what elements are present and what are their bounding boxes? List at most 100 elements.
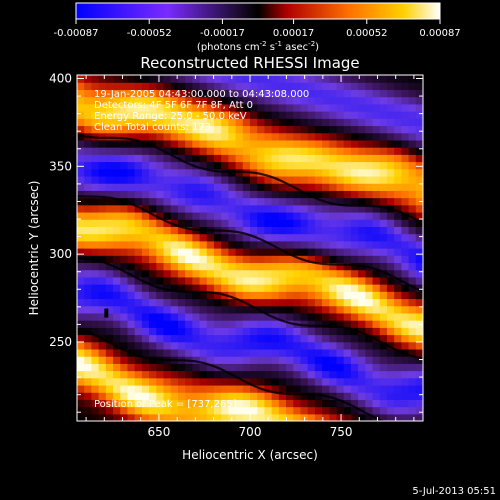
heatmap-cell: [271, 226, 280, 235]
heatmap-cell: [185, 298, 193, 307]
heatmap-cell: [300, 96, 309, 105]
heatmap-cell: [84, 269, 93, 278]
heatmap-cell: [379, 269, 388, 278]
heatmap-cell: [386, 348, 395, 357]
heatmap-cell: [163, 305, 172, 314]
heatmap-cell: [415, 370, 423, 379]
heatmap-cell: [350, 356, 359, 364]
heatmap-cell: [286, 399, 294, 408]
heatmap-cell: [329, 147, 338, 155]
heatmap-cell: [177, 377, 186, 386]
heatmap-cell: [365, 226, 374, 235]
heatmap-cell: [401, 111, 410, 119]
heatmap-cell: [286, 204, 294, 213]
heatmap-cell: [163, 399, 172, 408]
heatmap-cell: [163, 276, 172, 285]
heatmap-cell: [199, 334, 208, 343]
heatmap-cell: [105, 312, 114, 321]
heatmap-cell: [141, 118, 150, 127]
heatmap-cell: [134, 161, 143, 170]
heatmap-cell: [105, 111, 114, 119]
heatmap-cell: [242, 75, 251, 83]
heatmap-cell: [242, 226, 251, 235]
heatmap-cell: [358, 103, 366, 112]
heatmap-cell: [343, 111, 352, 119]
heatmap-cell: [228, 139, 237, 148]
heatmap-cell: [358, 132, 366, 141]
heatmap-cell: [134, 125, 143, 134]
heatmap-cell: [199, 276, 208, 285]
heatmap-cell: [293, 348, 302, 357]
heatmap-cell: [185, 384, 193, 393]
heatmap-cell: [185, 399, 193, 408]
heatmap-cell: [365, 291, 374, 300]
heatmap-cell: [358, 298, 366, 307]
heatmap-cell: [199, 175, 208, 184]
heatmap-cell: [257, 413, 266, 421]
heatmap-cell: [192, 183, 201, 191]
heatmap-cell: [271, 96, 280, 105]
heatmap-cell: [401, 312, 410, 321]
heatmap-cell: [120, 334, 129, 343]
heatmap-cell: [113, 103, 121, 112]
heatmap-cell: [271, 89, 280, 98]
heatmap-cell: [408, 75, 417, 83]
heatmap-cell: [156, 211, 165, 220]
heatmap-cell: [343, 175, 352, 184]
heatmap-cell: [408, 384, 417, 393]
heatmap-cell: [199, 312, 208, 321]
heatmap-cell: [293, 190, 302, 199]
heatmap-cell: [206, 103, 215, 112]
heatmap-cell: [293, 384, 302, 393]
heatmap-cell: [149, 219, 157, 227]
heatmap-cell: [322, 96, 330, 105]
heatmap-cell: [156, 320, 165, 328]
heatmap-cell: [113, 392, 121, 400]
heatmap-cell: [98, 154, 107, 163]
heatmap-cell: [228, 327, 237, 336]
heatmap-cell: [192, 255, 201, 264]
heatmap-cell: [358, 183, 366, 191]
heatmap-cell: [156, 269, 165, 278]
heatmap-cell: [141, 363, 150, 372]
heatmap-cell: [336, 89, 345, 98]
heatmap-cell: [127, 183, 136, 191]
heatmap-cell: [329, 233, 338, 242]
heatmap-cell: [307, 190, 316, 199]
heatmap-cell: [192, 197, 201, 206]
heatmap-cell: [386, 291, 395, 300]
heatmap-cell: [250, 75, 258, 83]
heatmap-cell: [113, 255, 121, 264]
heatmap-cell: [386, 233, 395, 242]
heatmap-cell: [235, 233, 244, 242]
heatmap-cell: [350, 341, 359, 350]
heatmap-cell: [314, 168, 323, 177]
heatmap-cell: [141, 161, 150, 170]
heatmap-cell: [286, 305, 294, 314]
heatmap-cell: [358, 291, 366, 300]
heatmap-cell: [105, 262, 114, 271]
heatmap-cell: [307, 219, 316, 227]
heatmap-cell: [156, 111, 165, 119]
heatmap-cell: [257, 111, 266, 119]
heatmap-cell: [307, 103, 316, 112]
heatmap-cell: [386, 190, 395, 199]
heatmap-cell: [77, 269, 85, 278]
heatmap-cell: [221, 248, 229, 256]
heatmap-cell: [221, 370, 229, 379]
heatmap-cell: [163, 183, 172, 191]
heatmap-cell: [415, 341, 423, 350]
heatmap-cell: [293, 392, 302, 400]
heatmap-cell: [242, 413, 251, 421]
heatmap-cell: [156, 197, 165, 206]
heatmap-cell: [257, 154, 266, 163]
heatmap-cell: [91, 183, 100, 191]
heatmap-cell: [113, 269, 121, 278]
heatmap-cell: [163, 168, 172, 177]
heatmap-cell: [293, 147, 302, 155]
heatmap-cell: [127, 154, 136, 163]
heatmap-cell: [278, 399, 287, 408]
heatmap-cell: [386, 147, 395, 155]
heatmap-cell: [293, 233, 302, 242]
heatmap-cell: [185, 89, 193, 98]
